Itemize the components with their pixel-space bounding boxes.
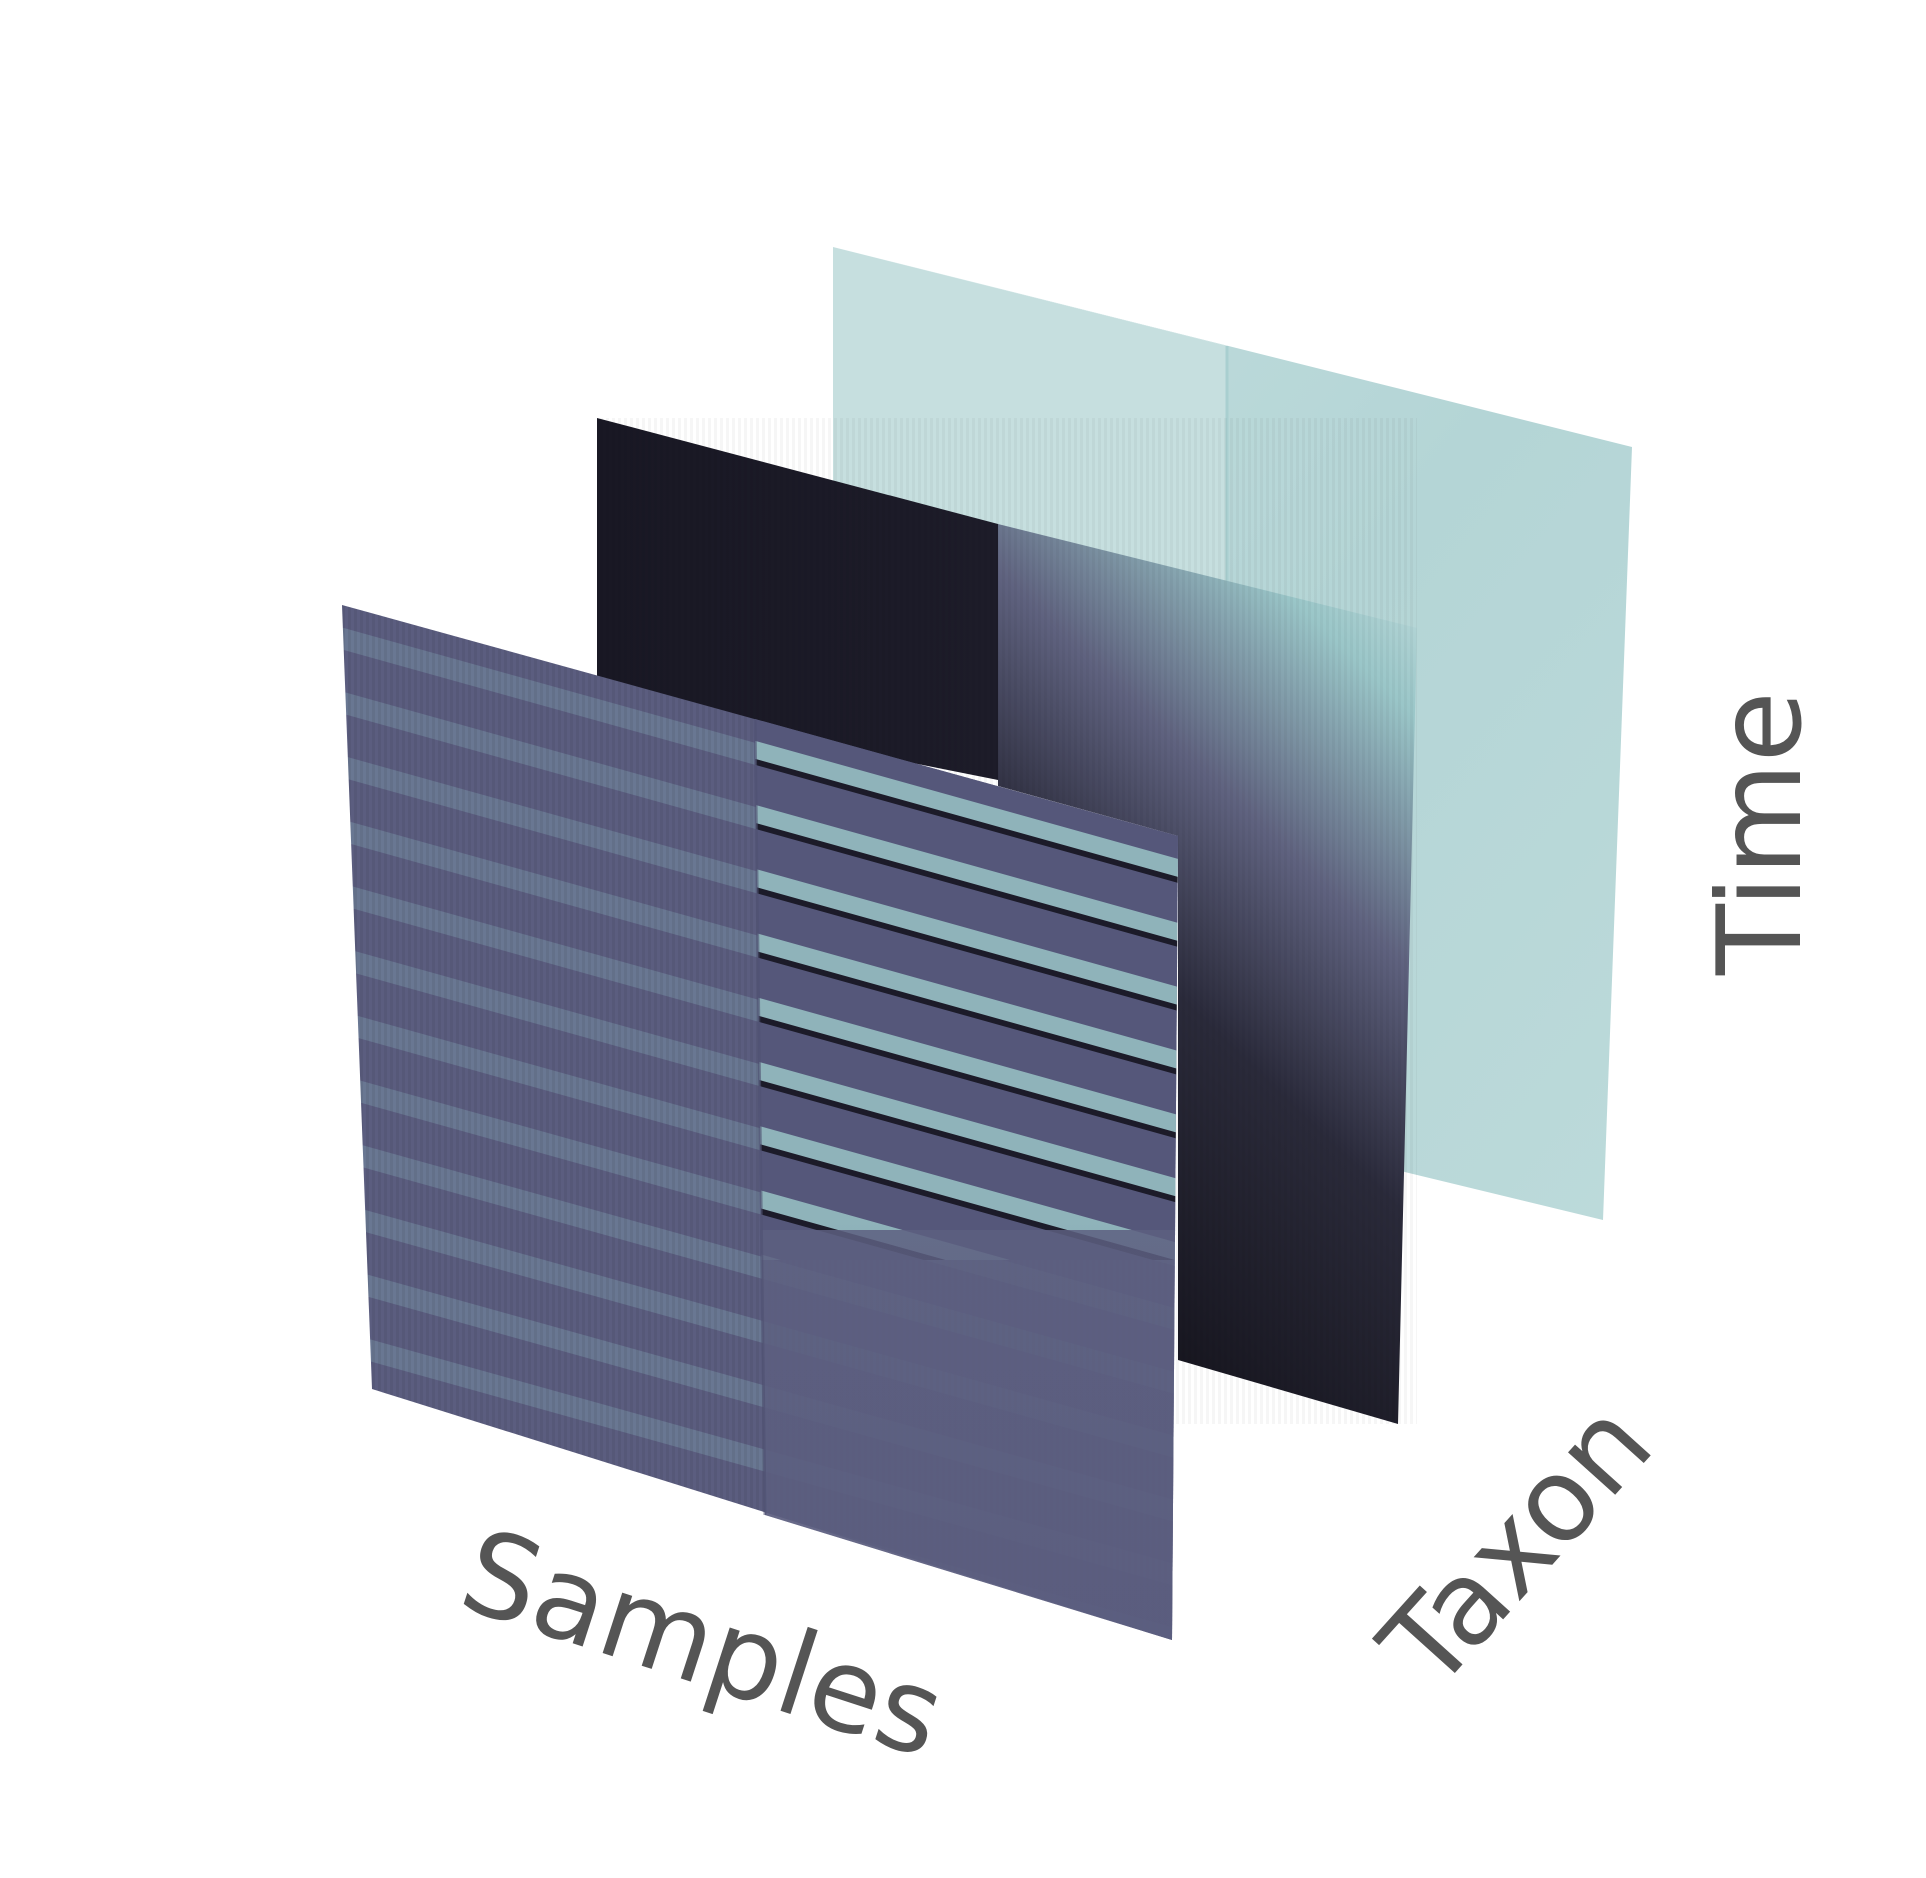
time-axis-label: Time: [1693, 691, 1828, 976]
front-slice-seam: [753, 718, 767, 1516]
front-slice-fade: [755, 719, 1178, 1640]
taxon-axis-label: Taxon: [1355, 1376, 1678, 1714]
